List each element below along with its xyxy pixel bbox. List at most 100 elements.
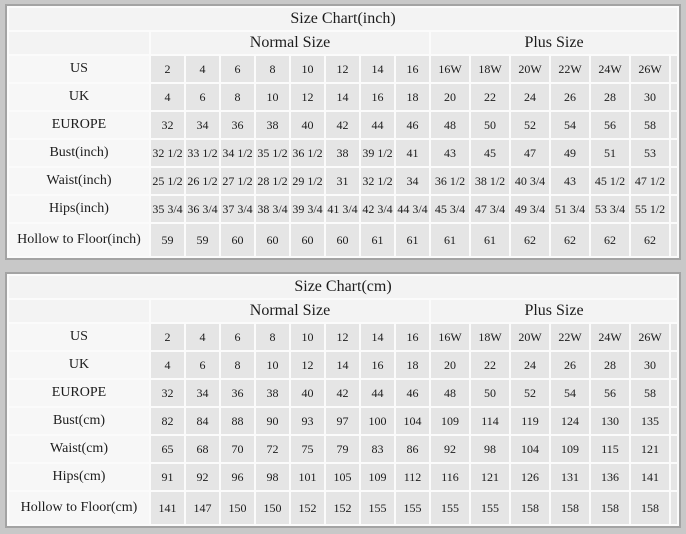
- size-value-cell: 4: [151, 352, 184, 378]
- size-value-cell: 12: [326, 56, 359, 82]
- size-value-cell: 22W: [551, 324, 589, 350]
- size-value-cell: 16: [361, 352, 394, 378]
- row-label: Hollow to Floor(cm): [9, 492, 149, 524]
- size-value-cell: 60: [256, 224, 289, 256]
- size-value-cell: 75: [291, 436, 324, 462]
- row-label: UK: [9, 84, 149, 110]
- size-value-cell: 62: [511, 224, 549, 256]
- size-value-cell: 44 3/4: [396, 196, 429, 222]
- size-value-cell: 58: [631, 380, 669, 406]
- size-value-cell: 36 1/2: [431, 168, 469, 194]
- size-value-cell: 28: [591, 84, 629, 110]
- size-value-cell: 109: [551, 436, 589, 462]
- size-value-cell: 121: [631, 436, 669, 462]
- column-group-header: Plus Size: [431, 32, 677, 54]
- edge-filler-cell: [671, 324, 677, 350]
- size-value-cell: 43: [551, 168, 589, 194]
- size-value-cell: 38 1/2: [471, 168, 509, 194]
- size-value-cell: 53 3/4: [591, 196, 629, 222]
- size-value-cell: 92: [431, 436, 469, 462]
- size-value-cell: 34: [186, 112, 219, 138]
- size-value-cell: 70: [221, 436, 254, 462]
- size-value-cell: 10: [291, 56, 324, 82]
- edge-filler-cell: [671, 84, 677, 110]
- edge-filler-cell: [671, 492, 677, 524]
- size-value-cell: 44: [361, 380, 394, 406]
- size-value-cell: 32 1/2: [151, 140, 184, 166]
- size-value-cell: 152: [326, 492, 359, 524]
- row-label: US: [9, 324, 149, 350]
- size-value-cell: 36 1/2: [291, 140, 324, 166]
- size-value-cell: 61: [471, 224, 509, 256]
- size-value-cell: 52: [511, 112, 549, 138]
- size-value-cell: 34 1/2: [221, 140, 254, 166]
- size-value-cell: 105: [326, 464, 359, 490]
- row-label: UK: [9, 352, 149, 378]
- size-value-cell: 61: [431, 224, 469, 256]
- size-value-cell: 158: [551, 492, 589, 524]
- size-value-cell: 119: [511, 408, 549, 434]
- size-value-cell: 40 3/4: [511, 168, 549, 194]
- size-value-cell: 62: [551, 224, 589, 256]
- size-value-cell: 155: [471, 492, 509, 524]
- size-value-cell: 97: [326, 408, 359, 434]
- size-value-cell: 24W: [591, 56, 629, 82]
- size-value-cell: 150: [256, 492, 289, 524]
- size-value-cell: 34: [186, 380, 219, 406]
- size-value-cell: 26 1/2: [186, 168, 219, 194]
- size-value-cell: 20W: [511, 56, 549, 82]
- size-value-cell: 38 3/4: [256, 196, 289, 222]
- size-value-cell: 10: [291, 324, 324, 350]
- size-value-cell: 40: [291, 380, 324, 406]
- size-value-cell: 141: [631, 464, 669, 490]
- size-value-cell: 4: [186, 56, 219, 82]
- size-value-cell: 38: [256, 380, 289, 406]
- size-value-cell: 24: [511, 84, 549, 110]
- table-row: US 2 4 6 8 10 12 14 16 16W 18W 20W 22W 24W 26W: [9, 324, 677, 350]
- size-value-cell: 104: [511, 436, 549, 462]
- edge-filler-cell: [671, 168, 677, 194]
- size-value-cell: 158: [631, 492, 669, 524]
- size-value-cell: 155: [431, 492, 469, 524]
- size-value-cell: 59: [186, 224, 219, 256]
- size-value-cell: 112: [396, 464, 429, 490]
- size-value-cell: 86: [396, 436, 429, 462]
- size-value-cell: 45: [471, 140, 509, 166]
- size-value-cell: 44: [361, 112, 394, 138]
- size-value-cell: 24: [511, 352, 549, 378]
- size-value-cell: 32 1/2: [361, 168, 394, 194]
- size-value-cell: 98: [256, 464, 289, 490]
- size-value-cell: 46: [396, 380, 429, 406]
- size-value-cell: 2: [151, 324, 184, 350]
- table-row: UK 4 6 8 10 12 14 16 18 20 22 24 26 28 30: [9, 352, 677, 378]
- size-value-cell: 58: [631, 112, 669, 138]
- edge-filler-cell: [671, 196, 677, 222]
- size-chart-cm-table: Size Chart(cm) Normal Size Plus Size US 2 4 6 8…: [0, 272, 686, 528]
- size-value-cell: 14: [326, 84, 359, 110]
- size-value-cell: 61: [361, 224, 394, 256]
- size-value-cell: 79: [326, 436, 359, 462]
- size-value-cell: 96: [221, 464, 254, 490]
- size-value-cell: 20: [431, 84, 469, 110]
- size-value-cell: 32: [151, 380, 184, 406]
- size-value-cell: 47 1/2: [631, 168, 669, 194]
- size-value-cell: 4: [151, 84, 184, 110]
- size-value-cell: 35 3/4: [151, 196, 184, 222]
- size-value-cell: 116: [431, 464, 469, 490]
- size-chart-inch-table: Size Chart(inch) Normal Size Plus Size US 2 4…: [0, 4, 686, 260]
- edge-filler-cell: [671, 408, 677, 434]
- size-value-cell: 6: [186, 352, 219, 378]
- size-value-cell: 115: [591, 436, 629, 462]
- size-value-cell: 16: [361, 84, 394, 110]
- size-value-cell: 60: [291, 224, 324, 256]
- size-value-cell: 26W: [631, 56, 669, 82]
- size-value-cell: 54: [551, 112, 589, 138]
- size-value-cell: 26: [551, 84, 589, 110]
- row-label: EUROPE: [9, 380, 149, 406]
- size-value-cell: 18: [396, 84, 429, 110]
- size-value-cell: 109: [361, 464, 394, 490]
- size-value-cell: 45 3/4: [431, 196, 469, 222]
- size-chart-table: Size Chart(inch) Normal Size Plus Size US 2 4…: [5, 4, 681, 260]
- size-value-cell: 155: [396, 492, 429, 524]
- size-value-cell: 22: [471, 352, 509, 378]
